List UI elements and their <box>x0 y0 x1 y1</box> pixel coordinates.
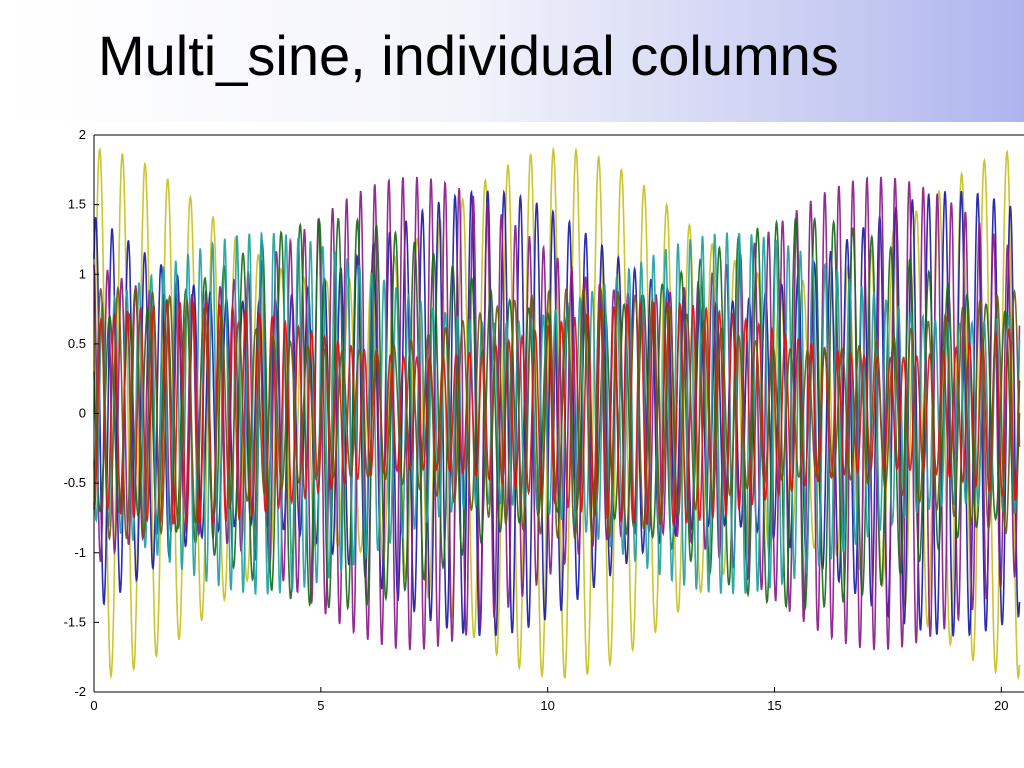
y-tick-label: 1.5 <box>68 197 86 212</box>
slide-title: Multi_sine, individual columns <box>98 24 839 87</box>
y-tick-label: 0 <box>79 406 86 421</box>
x-tick-label: 20 <box>994 698 1008 713</box>
y-tick-label: 0.5 <box>68 336 86 351</box>
y-tick-label: -2 <box>74 684 86 699</box>
y-tick-label: 1 <box>79 266 86 281</box>
y-tick-label: -1.5 <box>64 614 86 629</box>
title-band <box>0 0 1024 122</box>
x-tick-label: 5 <box>317 698 324 713</box>
y-tick-label: -1 <box>74 545 86 560</box>
x-tick-label: 15 <box>767 698 781 713</box>
y-tick-label: -0.5 <box>64 475 86 490</box>
series-line-4 <box>93 216 1021 612</box>
chart-area: -2 -1.5 -1 -0.5 0 0.5 1 1.5 2 0 5 10 15 20 <box>0 122 1024 768</box>
multi-sine-chart: -2-1.5-1-0.500.511.520 5 10 15 20 <box>64 127 1024 713</box>
y-tick-label: 2 <box>79 127 86 142</box>
x-tick-label: 0 <box>90 698 97 713</box>
series-line-6 <box>93 299 1021 527</box>
series-line-7 <box>93 285 1021 542</box>
x-tick-label: 10 <box>540 698 554 713</box>
